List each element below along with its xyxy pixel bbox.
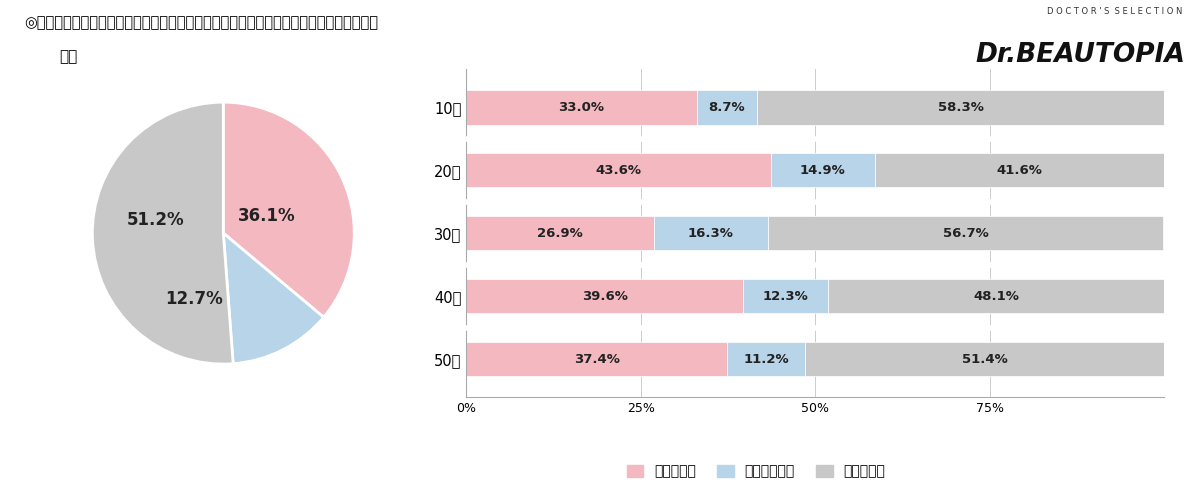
Text: 36.1%: 36.1% (238, 207, 295, 225)
Bar (467, 153, 770, 187)
Bar (467, 279, 743, 313)
Text: 8.7%: 8.7% (709, 101, 745, 114)
Text: 16.3%: 16.3% (688, 227, 734, 240)
Text: 全体: 全体 (60, 49, 78, 64)
Text: 33.0%: 33.0% (558, 101, 605, 114)
Bar (757, 90, 1164, 124)
Text: 11.2%: 11.2% (744, 353, 790, 366)
Text: 51.2%: 51.2% (126, 211, 184, 229)
Text: PRODUCED by ERI UEHARA: PRODUCED by ERI UEHARA (1051, 80, 1156, 89)
Bar (697, 90, 757, 124)
Text: 39.6%: 39.6% (582, 290, 628, 303)
Bar (727, 342, 805, 376)
Bar (467, 90, 697, 124)
Bar (467, 216, 654, 250)
Wedge shape (223, 233, 324, 364)
Bar (743, 279, 828, 313)
Text: 26.9%: 26.9% (538, 227, 583, 240)
Text: ◎質問／日常的に使用しているスキンケア商品に、効果を感じていますか？（単一回答）: ◎質問／日常的に使用しているスキンケア商品に、効果を感じていますか？（単一回答） (24, 15, 378, 30)
Legend: 感じている, 感じていない, 分からない: 感じている, 感じていない, 分からない (620, 459, 892, 484)
Text: 41.6%: 41.6% (997, 164, 1043, 177)
Text: 14.9%: 14.9% (799, 164, 846, 177)
Text: Dr.BEAUTOPIA: Dr.BEAUTOPIA (976, 42, 1186, 68)
Text: 48.1%: 48.1% (973, 290, 1019, 303)
Text: 12.7%: 12.7% (166, 290, 223, 308)
Text: 43.6%: 43.6% (595, 164, 642, 177)
Text: 51.4%: 51.4% (962, 353, 1008, 366)
Bar (654, 216, 768, 250)
Text: 37.4%: 37.4% (574, 353, 620, 366)
Wedge shape (223, 102, 354, 317)
Text: 56.7%: 56.7% (943, 227, 989, 240)
Text: D O C T O R ' S  S E L E C T I O N: D O C T O R ' S S E L E C T I O N (1046, 7, 1182, 16)
Bar (467, 342, 727, 376)
Bar (828, 279, 1164, 313)
Text: 58.3%: 58.3% (937, 101, 984, 114)
Wedge shape (92, 102, 233, 364)
Text: 12.3%: 12.3% (763, 290, 809, 303)
Bar (770, 153, 875, 187)
Bar (875, 153, 1165, 187)
Bar (768, 216, 1163, 250)
Bar (805, 342, 1164, 376)
